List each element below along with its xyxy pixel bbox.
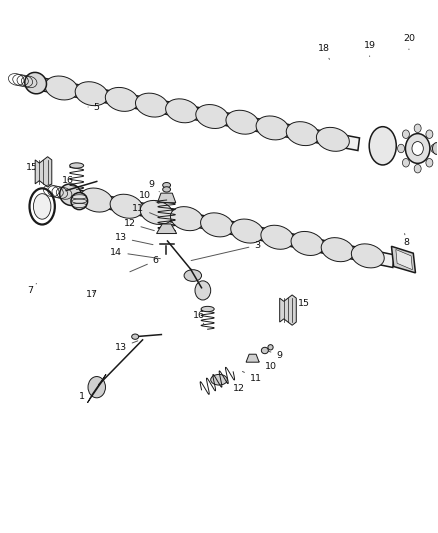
Circle shape <box>426 158 433 167</box>
Ellipse shape <box>261 348 268 354</box>
Ellipse shape <box>25 72 46 94</box>
Ellipse shape <box>135 93 168 117</box>
Text: 13: 13 <box>115 233 153 245</box>
Text: 12: 12 <box>124 219 154 231</box>
Text: 15: 15 <box>289 299 310 309</box>
Ellipse shape <box>60 184 81 205</box>
Text: 18: 18 <box>318 44 330 59</box>
Polygon shape <box>88 374 106 402</box>
Text: 12: 12 <box>226 382 245 393</box>
Circle shape <box>406 134 430 164</box>
Ellipse shape <box>75 82 108 106</box>
Circle shape <box>426 130 433 139</box>
Text: 10: 10 <box>139 191 159 204</box>
Polygon shape <box>280 295 296 325</box>
Ellipse shape <box>166 99 198 123</box>
Ellipse shape <box>256 116 289 140</box>
Ellipse shape <box>261 225 294 249</box>
Ellipse shape <box>321 238 354 262</box>
Circle shape <box>403 158 410 167</box>
Ellipse shape <box>351 244 384 268</box>
Text: 11: 11 <box>132 204 159 216</box>
Circle shape <box>398 144 405 153</box>
Circle shape <box>195 281 211 300</box>
Ellipse shape <box>45 76 78 100</box>
Text: 8: 8 <box>404 233 410 247</box>
Ellipse shape <box>170 207 203 231</box>
Ellipse shape <box>291 231 324 255</box>
Polygon shape <box>156 224 177 233</box>
Polygon shape <box>35 157 52 187</box>
Text: 9: 9 <box>265 350 282 360</box>
Ellipse shape <box>268 345 273 350</box>
Ellipse shape <box>316 127 350 151</box>
Ellipse shape <box>70 163 84 168</box>
Text: 20: 20 <box>403 35 415 50</box>
Text: 5: 5 <box>88 102 100 111</box>
Ellipse shape <box>105 87 138 111</box>
Ellipse shape <box>226 110 259 134</box>
Text: 17: 17 <box>85 290 98 299</box>
Ellipse shape <box>162 187 170 192</box>
Ellipse shape <box>369 127 396 165</box>
Ellipse shape <box>71 192 88 209</box>
Polygon shape <box>392 246 416 273</box>
Polygon shape <box>396 249 413 270</box>
Ellipse shape <box>432 143 438 155</box>
Polygon shape <box>157 193 176 203</box>
Circle shape <box>403 130 410 139</box>
Text: 3: 3 <box>191 241 261 261</box>
Ellipse shape <box>110 194 143 219</box>
Text: 9: 9 <box>148 180 159 192</box>
Ellipse shape <box>201 306 214 312</box>
Text: 1: 1 <box>78 382 103 401</box>
Ellipse shape <box>286 122 319 146</box>
Ellipse shape <box>140 200 173 224</box>
Text: 7: 7 <box>28 284 36 295</box>
Text: 16: 16 <box>62 176 74 188</box>
Text: 15: 15 <box>26 163 38 172</box>
Text: 11: 11 <box>243 372 261 383</box>
Text: 10: 10 <box>254 359 276 372</box>
Ellipse shape <box>201 213 233 237</box>
Text: 16: 16 <box>193 311 205 324</box>
Text: 19: 19 <box>364 42 376 56</box>
Ellipse shape <box>80 188 113 212</box>
Ellipse shape <box>33 193 51 219</box>
Ellipse shape <box>162 182 170 188</box>
Ellipse shape <box>211 374 227 385</box>
Circle shape <box>88 376 106 398</box>
Ellipse shape <box>132 334 139 340</box>
Text: 13: 13 <box>115 341 138 352</box>
Polygon shape <box>246 354 259 362</box>
Ellipse shape <box>196 104 229 128</box>
Circle shape <box>431 144 438 153</box>
Circle shape <box>412 142 424 156</box>
Polygon shape <box>70 189 395 268</box>
Circle shape <box>414 124 421 133</box>
Text: 6: 6 <box>130 256 159 272</box>
Circle shape <box>414 165 421 173</box>
Text: 14: 14 <box>110 248 160 259</box>
Polygon shape <box>35 77 360 150</box>
Ellipse shape <box>184 270 201 281</box>
Ellipse shape <box>231 219 264 243</box>
